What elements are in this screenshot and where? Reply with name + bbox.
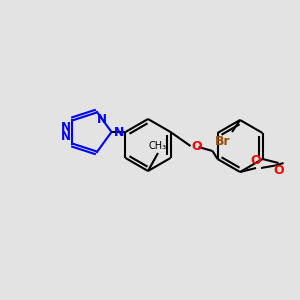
Text: N: N — [113, 125, 124, 139]
Text: N: N — [61, 130, 71, 143]
Text: N: N — [61, 121, 71, 134]
Text: Br: Br — [214, 135, 230, 148]
Text: O: O — [251, 154, 261, 167]
Text: N: N — [97, 113, 107, 126]
Text: O: O — [191, 140, 202, 152]
Text: O: O — [273, 164, 284, 177]
Text: CH₃: CH₃ — [149, 141, 167, 151]
